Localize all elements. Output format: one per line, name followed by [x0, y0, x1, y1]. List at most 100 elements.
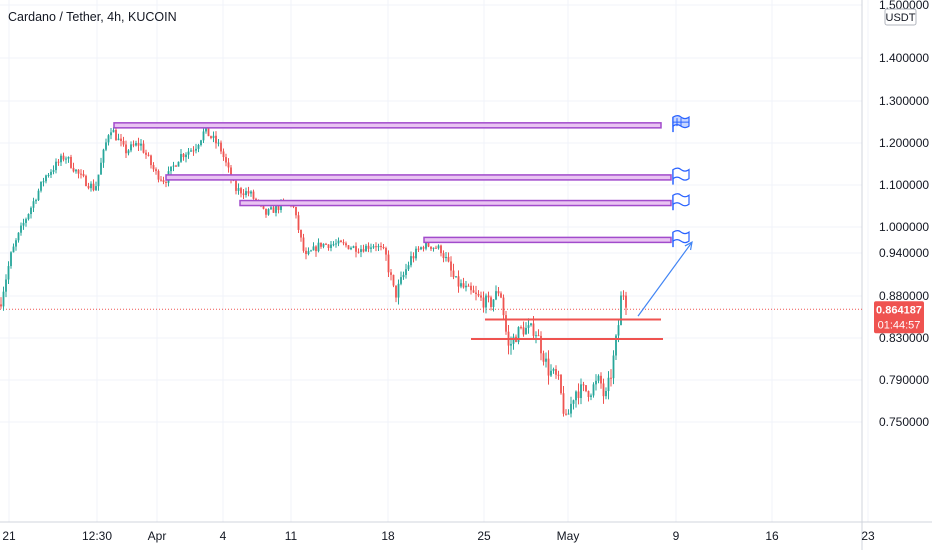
- candle: [35, 198, 37, 204]
- chart-grid: [0, 0, 869, 522]
- y-tick-label: 1.400000: [879, 51, 929, 65]
- x-tick-label: 9: [673, 529, 680, 543]
- candle: [10, 251, 12, 269]
- y-tick-label: 0.940000: [879, 246, 929, 260]
- candle: [212, 131, 215, 143]
- candle: [152, 162, 155, 172]
- y-tick-label: 1.300000: [879, 94, 929, 108]
- candle: [545, 352, 547, 368]
- candle: [307, 247, 310, 256]
- candle: [382, 243, 385, 250]
- candle: [555, 365, 557, 379]
- candle: [110, 128, 112, 140]
- candle: [185, 152, 187, 163]
- candle: [45, 174, 47, 184]
- candle: [447, 252, 450, 263]
- candle: [42, 177, 45, 187]
- candle: [322, 243, 325, 249]
- resistance-zone[interactable]: [113, 122, 662, 129]
- x-tick-label: Apr: [148, 529, 167, 543]
- candle: [267, 208, 270, 216]
- candle: [215, 131, 217, 149]
- projection-arrow[interactable]: [637, 241, 693, 317]
- candle: [302, 233, 305, 253]
- candle: [500, 291, 502, 299]
- candle: [2, 286, 5, 311]
- candle: [402, 271, 405, 280]
- candle: [437, 244, 440, 250]
- candle: [440, 244, 442, 257]
- candle: [597, 374, 600, 384]
- candle: [612, 350, 615, 385]
- candle: [170, 166, 172, 176]
- candle: [375, 242, 377, 252]
- candle: [420, 246, 422, 251]
- candle: [422, 245, 425, 252]
- candle: [95, 181, 97, 191]
- candle: [397, 279, 400, 305]
- candle: [355, 242, 357, 258]
- candle: [320, 242, 322, 249]
- x-tick-label: 12:30: [82, 529, 112, 543]
- flag-icon[interactable]: [672, 167, 690, 185]
- candle: [537, 329, 540, 337]
- candle: [557, 370, 560, 380]
- candle: [312, 242, 315, 251]
- candle: [137, 137, 140, 152]
- candle: [102, 148, 105, 168]
- candle: [310, 249, 312, 252]
- flag-icon[interactable]: [672, 193, 690, 211]
- candle: [592, 382, 595, 398]
- candle: [490, 295, 492, 311]
- candle: [357, 248, 360, 254]
- candle: [72, 162, 75, 173]
- candle: [162, 176, 165, 185]
- candle: [150, 154, 152, 169]
- candle: [370, 243, 372, 253]
- candle: [485, 293, 487, 314]
- candle: [125, 140, 127, 158]
- candle: [467, 283, 470, 287]
- resistance-zone[interactable]: [423, 236, 672, 244]
- candle: [7, 261, 10, 285]
- candle: [297, 211, 300, 234]
- candle: [492, 299, 495, 312]
- last-price-badge: 0.864187 01:44:57: [874, 301, 924, 334]
- candle: [250, 190, 252, 197]
- flag-icon[interactable]: [672, 115, 690, 133]
- candle: [67, 156, 70, 163]
- candle: [160, 175, 162, 182]
- candle: [602, 378, 605, 404]
- candle: [32, 197, 35, 213]
- candle: [455, 276, 457, 278]
- candle: [347, 244, 350, 250]
- resistance-zone[interactable]: [165, 174, 672, 181]
- x-tick-label: 16: [765, 529, 779, 543]
- candle: [192, 146, 195, 156]
- currency-badge[interactable]: USDT: [884, 8, 917, 26]
- candle: [600, 372, 602, 389]
- resistance-zone[interactable]: [239, 199, 672, 207]
- candle: [380, 242, 382, 251]
- candle: [575, 390, 577, 408]
- candle: [265, 208, 267, 218]
- candle: [177, 161, 180, 167]
- candle: [247, 186, 250, 197]
- candle: [445, 251, 447, 262]
- candle: [582, 381, 585, 392]
- candle: [392, 274, 395, 288]
- candle: [572, 399, 575, 410]
- candle: [400, 271, 402, 286]
- candle: [147, 152, 150, 157]
- candle: [12, 243, 15, 253]
- candle: [330, 240, 332, 252]
- drawings-layer[interactable]: [113, 115, 693, 341]
- candle: [332, 241, 335, 247]
- candle: [412, 252, 415, 263]
- flag-icon[interactable]: [672, 230, 690, 248]
- candle: [130, 141, 132, 153]
- candle: [622, 290, 625, 301]
- candle: [570, 396, 572, 418]
- candle: [535, 331, 537, 344]
